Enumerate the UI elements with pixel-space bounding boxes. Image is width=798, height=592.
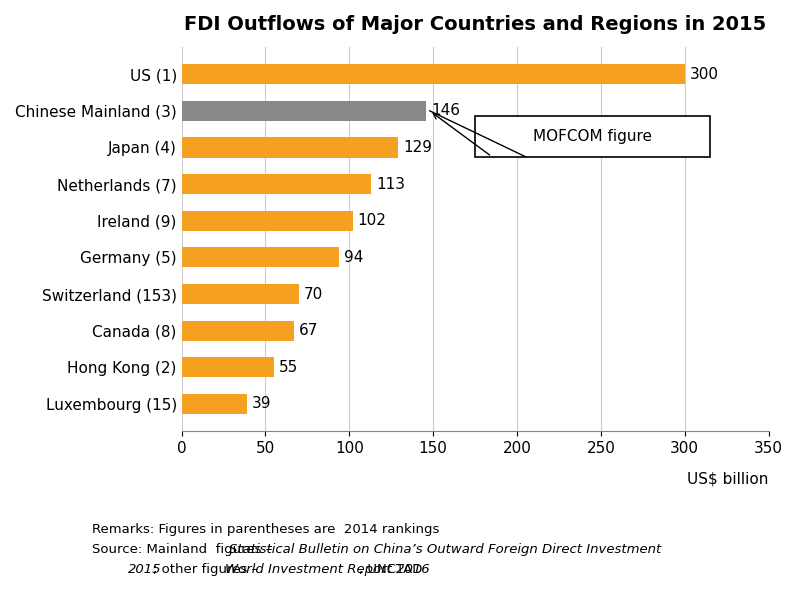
Text: 94: 94 bbox=[344, 250, 364, 265]
Bar bbox=[182, 137, 398, 157]
Text: Remarks: Figures in parentheses are  2014 rankings: Remarks: Figures in parentheses are 2014… bbox=[92, 523, 439, 536]
Bar bbox=[182, 247, 339, 268]
Text: 300: 300 bbox=[689, 67, 719, 82]
Bar bbox=[182, 284, 299, 304]
Bar bbox=[182, 64, 685, 84]
Text: World Investment Report 2016: World Investment Report 2016 bbox=[225, 563, 429, 576]
Text: 129: 129 bbox=[403, 140, 432, 155]
Text: 67: 67 bbox=[299, 323, 318, 338]
Text: Statistical Bulletin on China’s Outward Foreign Direct Investment: Statistical Bulletin on China’s Outward … bbox=[229, 543, 662, 556]
FancyBboxPatch shape bbox=[475, 117, 709, 157]
Bar bbox=[182, 211, 353, 231]
Text: 146: 146 bbox=[432, 104, 460, 118]
Text: 70: 70 bbox=[304, 287, 323, 301]
Text: 113: 113 bbox=[376, 176, 405, 192]
Title: FDI Outflows of Major Countries and Regions in 2015: FDI Outflows of Major Countries and Regi… bbox=[184, 15, 766, 34]
Bar bbox=[182, 101, 426, 121]
Bar bbox=[182, 174, 371, 194]
Text: 2015: 2015 bbox=[128, 563, 161, 576]
Bar bbox=[182, 394, 247, 414]
Text: ; other figures –: ; other figures – bbox=[153, 563, 263, 576]
Text: 55: 55 bbox=[279, 360, 298, 375]
Text: 39: 39 bbox=[252, 397, 271, 411]
Text: Source: Mainland  figures –: Source: Mainland figures – bbox=[92, 543, 276, 556]
Bar bbox=[182, 357, 274, 377]
Text: MOFCOM figure: MOFCOM figure bbox=[533, 129, 652, 144]
Text: 102: 102 bbox=[358, 213, 386, 229]
Text: US$ billion: US$ billion bbox=[687, 472, 768, 487]
Bar bbox=[182, 321, 294, 341]
Text: , UNCTAD: , UNCTAD bbox=[359, 563, 422, 576]
